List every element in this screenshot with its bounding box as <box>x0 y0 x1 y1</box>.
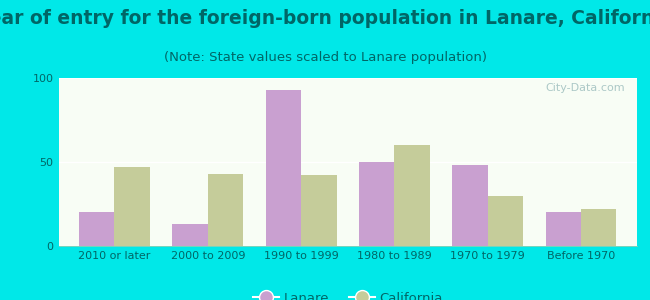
Bar <box>452 165 488 246</box>
Bar <box>581 209 616 246</box>
Bar <box>488 196 523 246</box>
Bar <box>114 167 150 246</box>
Bar <box>172 224 208 246</box>
Bar <box>359 162 395 246</box>
Bar <box>79 212 114 246</box>
Bar <box>301 176 337 246</box>
Bar <box>208 174 243 246</box>
Text: City-Data.com: City-Data.com <box>546 83 625 93</box>
Legend: Lanare, California: Lanare, California <box>248 286 448 300</box>
Bar <box>545 212 581 246</box>
Bar <box>395 145 430 246</box>
Text: (Note: State values scaled to Lanare population): (Note: State values scaled to Lanare pop… <box>164 51 486 64</box>
Text: Year of entry for the foreign-born population in Lanare, California: Year of entry for the foreign-born popul… <box>0 9 650 28</box>
Bar <box>266 90 301 246</box>
